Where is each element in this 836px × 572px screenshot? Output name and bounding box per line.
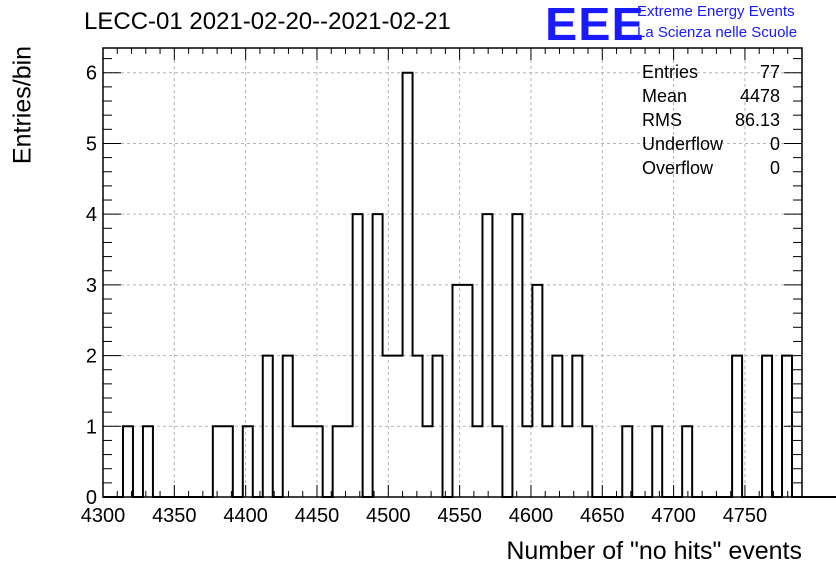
histogram-bin [482,214,492,497]
x-tick-label: 4650 [580,505,625,527]
histogram-bin [762,356,772,497]
histogram-bin [572,356,582,497]
histogram-bin [542,426,552,497]
x-tick-label: 4300 [81,505,126,527]
y-tick-label: 5 [86,133,97,155]
histogram-bin [303,426,313,497]
y-tick-label: 3 [86,275,97,297]
stat-row-rms: RMS 86.13 [642,108,780,132]
histogram-bin [223,426,233,497]
histogram-bin [462,285,472,497]
histogram-bin [293,426,303,497]
stat-value: 0 [769,158,780,178]
chart-title: LECC-01 2021-02-20--2021-02-21 [84,8,451,35]
x-tick-label: 4350 [152,505,197,527]
y-tick-label: 4 [86,204,97,226]
histogram-series [103,71,836,498]
eee-logo: EEE [545,0,645,50]
histogram-bin [213,426,223,497]
histogram-bin [243,426,253,497]
stats-box: Entries 77 Mean 4478 RMS 86.13 Underflow… [642,60,780,180]
stat-label: RMS [642,110,682,130]
logo-line-1: Extreme Energy Events [637,3,795,20]
histogram-bin [732,356,742,497]
y-tick-label: 2 [86,346,97,368]
stat-value: 0 [769,134,780,154]
stat-value: 77 [759,62,780,82]
stat-value: 86.13 [734,110,780,130]
histogram-bin [423,426,433,497]
y-axis-label: Entries/bin [8,30,38,180]
histogram-bin [472,426,482,497]
histogram-bin [433,356,443,497]
stat-label: Underflow [642,134,724,154]
stat-row-underflow: Underflow 0 [642,132,780,156]
histogram-bin [682,426,692,497]
histogram-bin [403,73,413,497]
histogram-bin [343,426,353,497]
logo-line-2: La Scienza nelle Scuole [637,24,798,41]
x-axis-label: Number of "no hits" events [506,537,802,565]
x-tick-label: 4600 [509,505,554,527]
histogram-bin [413,356,423,497]
stat-row-overflow: Overflow 0 [642,156,780,180]
histogram-bin [263,356,273,497]
histogram-bin [622,426,632,497]
histogram-bin [373,214,383,497]
histogram-bin [313,426,323,497]
y-tick-label: 1 [86,416,97,438]
y-tick-label: 6 [86,63,97,85]
stat-value: 4478 [739,86,780,106]
plot-frame [102,47,803,498]
histogram-bin [353,214,363,497]
stat-row-mean: Mean 4478 [642,84,780,108]
y-axis-label-text: Entries/bin [8,45,37,165]
histogram-bin [512,214,522,497]
histogram-bin [582,426,592,497]
stat-row-entries: Entries 77 [642,60,780,84]
histogram-bin [492,426,502,497]
histogram-bin [393,356,403,497]
x-tick-label: 4750 [723,505,768,527]
histogram-bin [652,426,662,497]
histogram-bin [143,426,153,497]
x-tick-label: 4500 [366,505,411,527]
histogram-bin [562,426,572,497]
histogram-bin [123,426,133,497]
histogram-bin [283,356,293,497]
histogram-bin [453,285,463,497]
x-tick-label: 4400 [223,505,268,527]
histogram-bin [532,285,542,497]
stat-label: Mean [642,86,688,106]
y-tick-label: 0 [86,487,97,509]
stat-label: Overflow [642,158,714,178]
x-tick-label: 4700 [651,505,696,527]
histogram-bin [552,356,562,497]
histogram-bin [333,426,343,497]
x-tick-label: 4450 [295,505,340,527]
stat-label: Entries [642,62,699,82]
x-tick-label: 4550 [437,505,482,527]
histogram-bin [383,356,393,497]
